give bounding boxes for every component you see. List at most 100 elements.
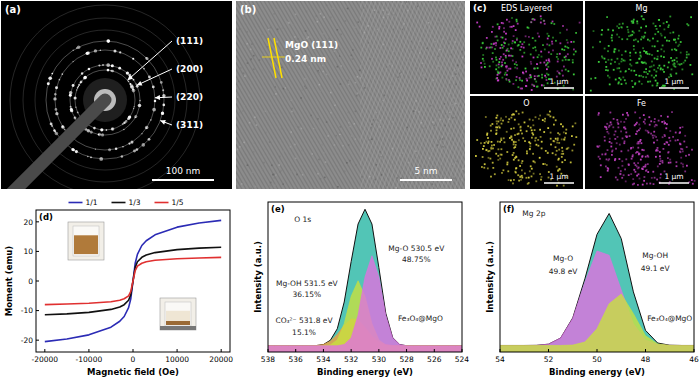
x-tick-label: 526 [427,355,442,364]
eds-dot [524,140,526,142]
eds-dot [618,127,620,129]
eds-dot [630,35,632,37]
eds-dot [635,52,637,54]
x-tick [323,349,324,352]
eds-dot [628,174,630,176]
eds-dot [610,63,612,65]
y-tick-label: -20 [21,336,33,345]
eds-dot [654,33,656,35]
eds-dot [682,69,684,71]
eds-dot [503,31,505,33]
x-tick-label: 530 [372,355,387,364]
y-tick [36,281,39,282]
diffraction-spot [75,106,76,107]
scale-bar-label: 5 nm [414,166,437,176]
speckle [251,43,253,45]
diffraction-spot [132,89,136,93]
eds-dot [548,35,550,37]
eds-dot [623,142,625,144]
eds-dot [509,81,511,83]
eds-dot [483,145,485,147]
eds-dot [609,77,611,79]
eds-dot [655,80,657,82]
eds-dot [617,68,619,70]
eds-dot [680,143,682,145]
eds-dot [677,45,679,47]
eds-dot [511,139,513,141]
eds-dot [592,46,594,48]
diffraction-spot [76,47,78,49]
eds-dot [649,70,651,72]
panel-label: (f) [503,204,515,214]
lattice-fringe [332,1,442,189]
spacing-label: 0.24 nm [285,54,326,64]
y-axis-label: Moment (emu) [4,246,14,317]
eds-dot [480,62,482,64]
eds-dot [527,27,529,29]
eds-dot [543,85,545,87]
eds-dot [482,42,484,44]
eds-dot [643,50,645,52]
eds-dot [490,130,492,132]
eds-dot [649,81,651,83]
eds-dot [515,167,517,169]
annotation: CO₃²⁻ 531.8 eV [275,316,333,325]
eds-dot [572,89,574,91]
eds-dot [636,175,638,177]
eds-dot [517,133,519,135]
eds-dot [519,176,521,178]
x-tick-label: 538 [261,355,276,364]
diffraction-spot [78,84,80,86]
diffraction-spot [102,64,104,66]
eds-dot [685,155,687,157]
eds-dot [680,148,682,150]
diffraction-spot [162,104,165,107]
eds-dot [506,164,508,166]
speckle [270,182,272,184]
eds-dot [531,84,533,86]
eds-dot [621,27,623,29]
eds-dot [623,121,625,123]
eds-dot [605,69,607,71]
eds-dot [519,165,521,167]
eds-dot [629,52,631,54]
lattice-fringe [446,1,466,189]
eds-dot [611,154,613,156]
eds-dot [615,79,617,81]
diffraction-spot [61,73,63,75]
eds-dot [565,59,567,61]
eds-dot [526,130,528,132]
eds-dot [508,55,510,57]
eds-dot [500,117,502,119]
speckle [351,55,353,57]
eds-dot [633,45,635,47]
eds-dot [635,133,637,135]
eds-dot [498,61,500,63]
eds-dot [486,47,488,49]
legend-label: 1/3 [129,198,141,207]
eds-dot [561,156,563,158]
speckle [259,59,261,61]
speckle [326,58,328,60]
speckle [369,58,371,60]
eds-dot [504,141,506,143]
eds-dot [514,63,516,65]
speckle [282,183,284,185]
speckle [300,97,302,99]
diffraction-spot [113,49,116,52]
eds-dot [505,33,507,35]
diffraction-spot [76,89,77,90]
eds-dot [639,178,641,180]
annotation: Mg 2p [522,209,545,218]
eds-dot [649,183,651,185]
speckle [253,69,255,71]
eds-dot [656,85,658,87]
eds-dot [496,129,498,131]
diffraction-spot [80,82,82,84]
diffraction-spot [148,138,151,141]
speckle [340,126,342,128]
eds-signal [597,111,696,186]
speckle [322,65,324,67]
eds-dot [564,137,566,139]
eds-dot [656,84,658,86]
